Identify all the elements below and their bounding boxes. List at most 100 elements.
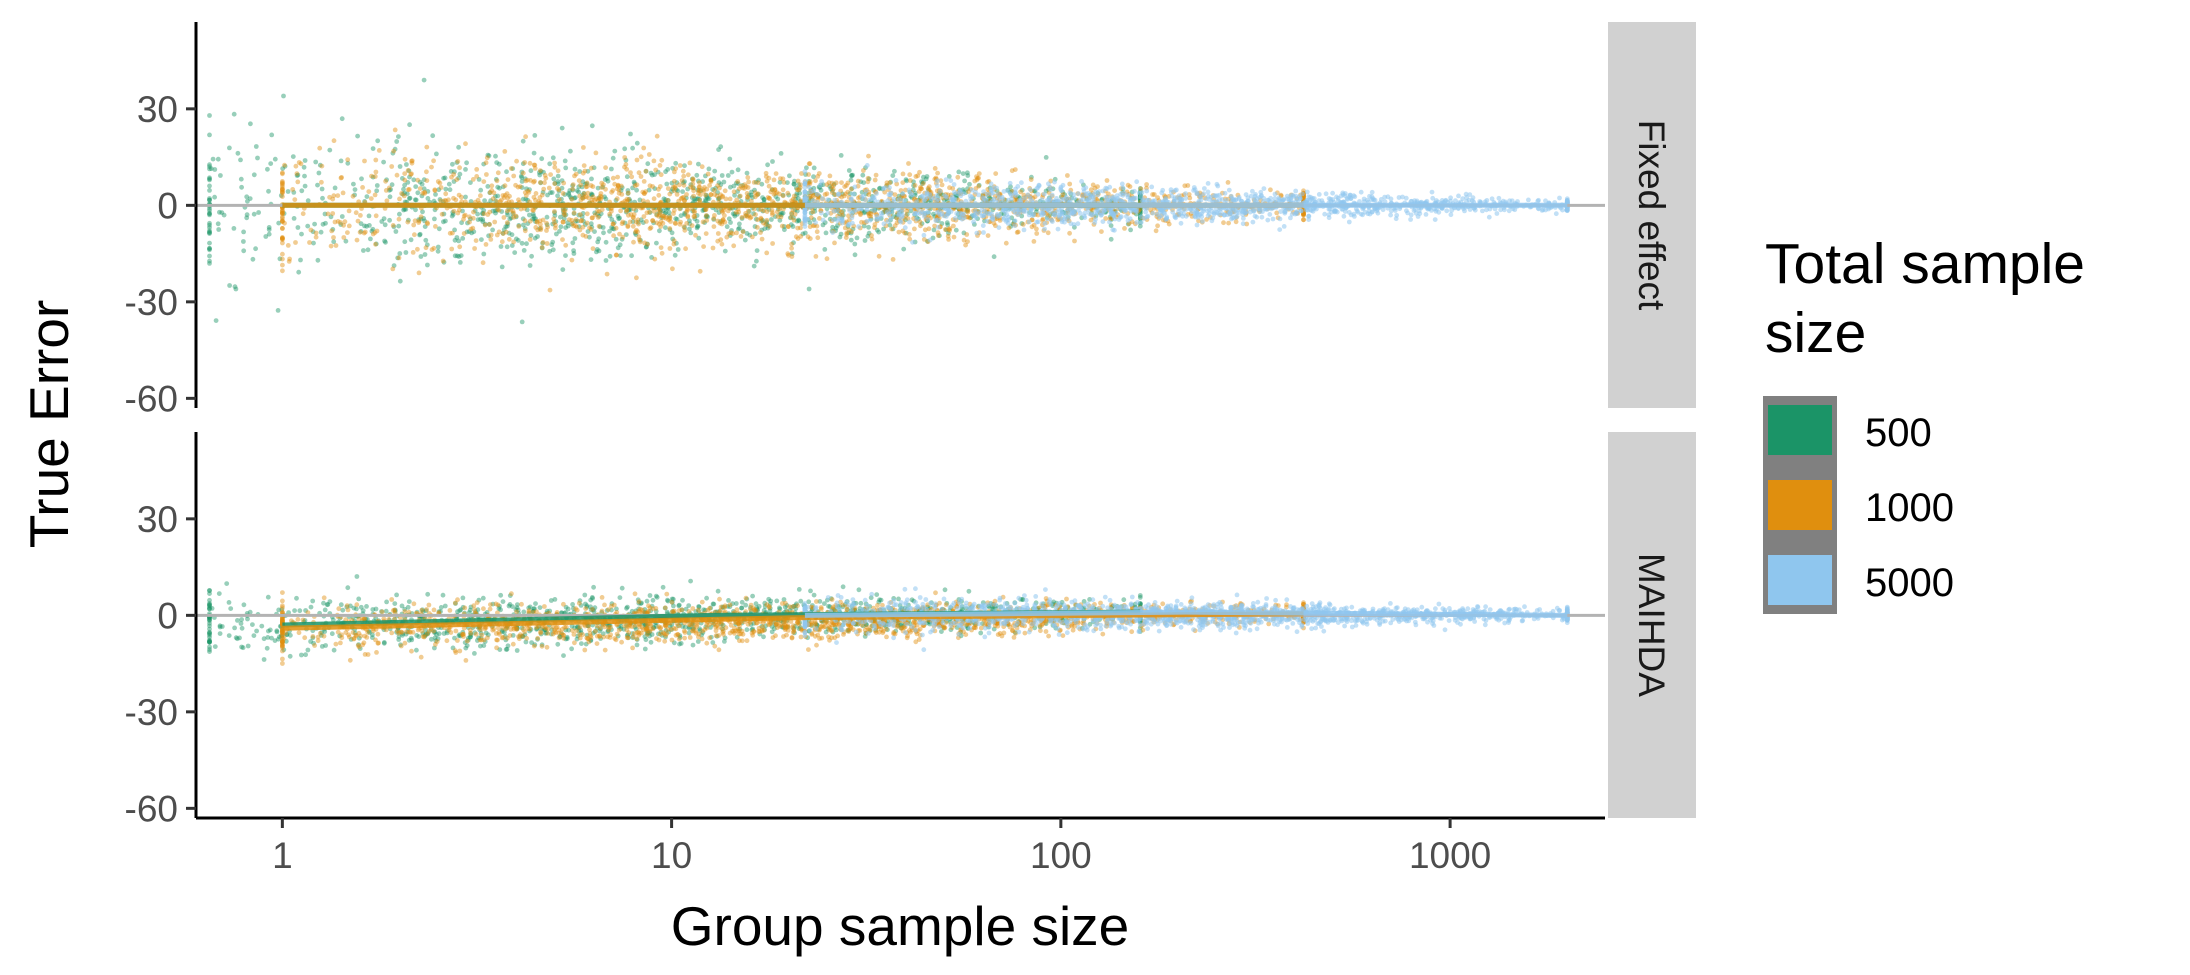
point (634, 642, 640, 648)
point (558, 214, 563, 220)
point (659, 157, 665, 163)
point (219, 210, 225, 216)
point (735, 189, 740, 194)
point (972, 208, 978, 214)
point (1034, 219, 1040, 225)
point (302, 183, 308, 189)
point (489, 183, 495, 189)
point (586, 195, 591, 201)
point (573, 217, 579, 222)
point (769, 207, 775, 213)
point (388, 187, 393, 192)
point (315, 257, 321, 263)
point (815, 235, 821, 241)
point (552, 209, 557, 214)
point (1172, 188, 1178, 193)
point (583, 181, 588, 187)
point (275, 308, 281, 313)
point (265, 594, 271, 600)
point (681, 182, 687, 188)
point (527, 237, 533, 242)
point (1021, 227, 1027, 233)
point (994, 212, 1000, 217)
point (791, 181, 797, 187)
point (369, 173, 374, 179)
point (438, 185, 444, 190)
point (596, 248, 602, 254)
point (341, 235, 347, 240)
point (241, 239, 246, 244)
point (768, 189, 774, 195)
point (493, 198, 498, 204)
point (660, 584, 666, 590)
point (706, 166, 712, 172)
point (637, 239, 643, 245)
point (771, 177, 777, 183)
point (465, 220, 470, 226)
point (573, 218, 578, 224)
point (506, 236, 512, 242)
point (976, 171, 982, 177)
point (790, 224, 796, 229)
point (450, 212, 456, 217)
point (1067, 230, 1072, 236)
point (832, 197, 838, 203)
point (613, 225, 619, 231)
point (844, 183, 849, 188)
point (563, 212, 569, 218)
point (758, 230, 763, 235)
point (475, 217, 481, 223)
point (810, 198, 816, 204)
point (612, 148, 618, 154)
point (504, 210, 510, 216)
point (663, 169, 668, 175)
point (1352, 214, 1357, 219)
point (859, 194, 865, 200)
point (802, 191, 808, 197)
point (1005, 188, 1011, 194)
point (687, 160, 693, 166)
point (1022, 195, 1027, 201)
point (807, 236, 813, 242)
point (1212, 193, 1217, 198)
point (726, 598, 731, 603)
point (456, 144, 461, 150)
point (589, 191, 594, 197)
point (1358, 189, 1364, 195)
point (432, 216, 437, 222)
point (1079, 179, 1084, 184)
point (1338, 193, 1344, 199)
point (759, 236, 765, 242)
point (413, 207, 418, 213)
point (618, 208, 623, 214)
point (955, 174, 961, 180)
point (991, 254, 997, 260)
point (482, 198, 487, 204)
point (369, 228, 375, 234)
point (599, 207, 605, 213)
point (657, 228, 662, 234)
point (552, 181, 558, 187)
point (331, 235, 336, 240)
point (456, 238, 462, 244)
point (661, 196, 667, 202)
point (1107, 219, 1112, 225)
point (529, 253, 534, 259)
point (482, 222, 488, 228)
point (716, 210, 722, 215)
point (656, 213, 662, 219)
point (488, 237, 494, 242)
point (658, 172, 664, 178)
point (813, 220, 818, 226)
point (656, 192, 662, 198)
point (552, 210, 557, 216)
point (406, 599, 412, 604)
point (935, 224, 941, 230)
point (478, 216, 483, 222)
point (787, 173, 792, 179)
point (589, 176, 594, 182)
point (1234, 213, 1240, 219)
point (1200, 218, 1205, 224)
point (480, 217, 486, 222)
point (293, 163, 299, 169)
